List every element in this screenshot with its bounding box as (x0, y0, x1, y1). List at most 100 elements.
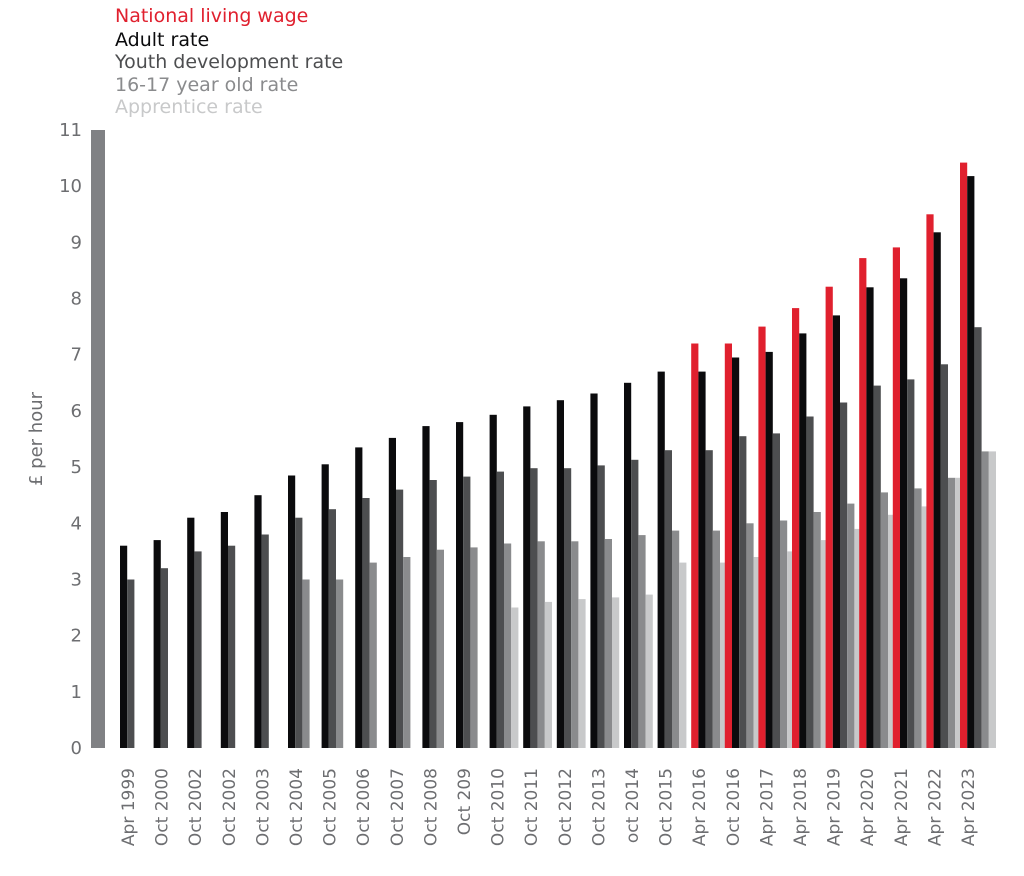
y-tick-label: 9 (71, 232, 82, 253)
bar-youth-development-rate (396, 489, 404, 748)
bar-apprentice-rate (854, 528, 862, 748)
y-tick-label: 10 (59, 176, 82, 197)
y-tick-label: 6 (71, 401, 82, 422)
bar-youth-development-rate (631, 459, 639, 748)
x-tick-label: Apr 2022 (925, 768, 945, 846)
bar-16-17-year-old-rate (302, 579, 310, 748)
x-tick-label: Oct 2002 (220, 768, 240, 846)
bar-youth-development-rate (739, 436, 747, 748)
x-tick-label: Oct 2004 (287, 768, 307, 846)
bar-adult-rate (321, 464, 329, 748)
bar-youth-development-rate (806, 416, 814, 748)
bar-adult-rate (799, 333, 807, 748)
bar-apprentice-rate (921, 506, 929, 748)
bar-apprentice-rate (544, 601, 552, 748)
bar-national-living-wage (724, 343, 732, 748)
bar-youth-development-rate (772, 433, 780, 748)
bar-adult-rate (355, 447, 363, 748)
bar-16-17-year-old-rate (948, 477, 956, 748)
bar-national-living-wage (825, 286, 833, 748)
y-tick-label: 8 (71, 289, 82, 310)
legend-entry-16-17-year-old-rate: 16-17 year old rate (115, 74, 298, 96)
bar-youth-development-rate (705, 450, 713, 748)
bar-youth-development-rate (228, 545, 236, 748)
bar-youth-development-rate (597, 465, 605, 748)
bar-16-17-year-old-rate (369, 562, 377, 748)
bar-national-living-wage (859, 258, 867, 748)
bar-youth-development-rate (261, 534, 269, 748)
bar-16-17-year-old-rate (672, 530, 680, 748)
bar-youth-development-rate (840, 402, 848, 748)
bar-16-17-year-old-rate (880, 492, 888, 748)
bar-16-17-year-old-rate (847, 503, 855, 748)
legend-entry-adult-rate: Adult rate (115, 29, 209, 51)
bar-adult-rate (866, 287, 874, 748)
x-tick-label: Oct 2002 (186, 768, 206, 846)
x-tick-label: oct 2014 (623, 768, 643, 843)
y-tick-label: 0 (71, 738, 82, 759)
x-tick-label: Apr 2016 (690, 768, 710, 846)
x-tick-label: Apr 2018 (791, 768, 811, 846)
bar-16-17-year-old-rate (914, 488, 922, 748)
bar-adult-rate (422, 426, 430, 748)
x-tick-label: Apr 2019 (825, 768, 845, 846)
bar-apprentice-rate (578, 599, 586, 748)
bar-national-living-wage (926, 214, 934, 749)
bar-16-17-year-old-rate (981, 451, 989, 748)
y-axis-bar (91, 130, 105, 748)
bar-youth-development-rate (160, 568, 168, 748)
bar-adult-rate (765, 351, 773, 748)
bar-apprentice-rate (955, 477, 963, 748)
bar-16-17-year-old-rate (638, 535, 646, 748)
bar-adult-rate (523, 406, 531, 748)
bar-adult-rate (456, 422, 464, 748)
bar-youth-development-rate (127, 579, 135, 748)
bar-apprentice-rate (820, 540, 828, 748)
bar-16-17-year-old-rate (336, 579, 344, 748)
bar-16-17-year-old-rate (712, 530, 720, 748)
x-tick-label: Oct 2007 (388, 768, 408, 846)
bar-national-living-wage (691, 343, 699, 748)
bar-youth-development-rate (463, 476, 471, 748)
bar-youth-development-rate (429, 480, 437, 748)
y-axis-label: £ per hour (26, 391, 47, 486)
bars (120, 162, 996, 749)
bar-16-17-year-old-rate (436, 549, 444, 748)
y-tick-label: 3 (71, 569, 82, 590)
x-axis-ticks: Apr 1999 Oct 2000 Oct 2002 Oct 2002 Oct 2003… (119, 768, 979, 846)
y-tick-label: 5 (71, 457, 82, 478)
legend-entry-national-living-wage: National living wage (115, 5, 308, 27)
bar-apprentice-rate (753, 557, 761, 748)
bar-adult-rate (153, 540, 161, 748)
bar-adult-rate (832, 315, 840, 748)
x-tick-label: Oct 2016 (724, 768, 744, 846)
bar-16-17-year-old-rate (746, 523, 754, 748)
x-tick-label: Oct 2010 (489, 768, 509, 846)
x-tick-label: Oct 2013 (589, 768, 609, 846)
y-axis-ticks: 0 1 2 3 4 5 6 7 8 9 10 11 (59, 120, 82, 759)
bar-youth-development-rate (873, 385, 881, 748)
bar-apprentice-rate (645, 594, 653, 748)
bar-adult-rate (120, 545, 128, 748)
bar-youth-development-rate (530, 468, 538, 748)
bar-adult-rate (624, 382, 632, 748)
x-tick-label: Apr 2023 (959, 768, 979, 846)
x-tick-label: Oct 2008 (421, 768, 441, 846)
bar-16-17-year-old-rate (470, 547, 478, 748)
bar-adult-rate (489, 414, 497, 748)
x-tick-label: Oct 209 (455, 768, 475, 835)
bar-national-living-wage (792, 308, 800, 748)
bar-youth-development-rate (974, 327, 982, 748)
bar-apprentice-rate (988, 451, 996, 748)
bar-youth-development-rate (664, 450, 672, 748)
legend: National living wage Adult rate Youth de… (114, 5, 343, 118)
bar-adult-rate (900, 278, 908, 748)
bar-youth-development-rate (907, 379, 915, 748)
bar-adult-rate (556, 400, 564, 748)
bar-apprentice-rate (612, 597, 620, 748)
bar-16-17-year-old-rate (537, 541, 545, 748)
x-tick-label: Apr 2020 (858, 768, 878, 846)
bar-national-living-wage (758, 326, 766, 748)
legend-entry-apprentice-rate: Apprentice rate (115, 96, 263, 118)
